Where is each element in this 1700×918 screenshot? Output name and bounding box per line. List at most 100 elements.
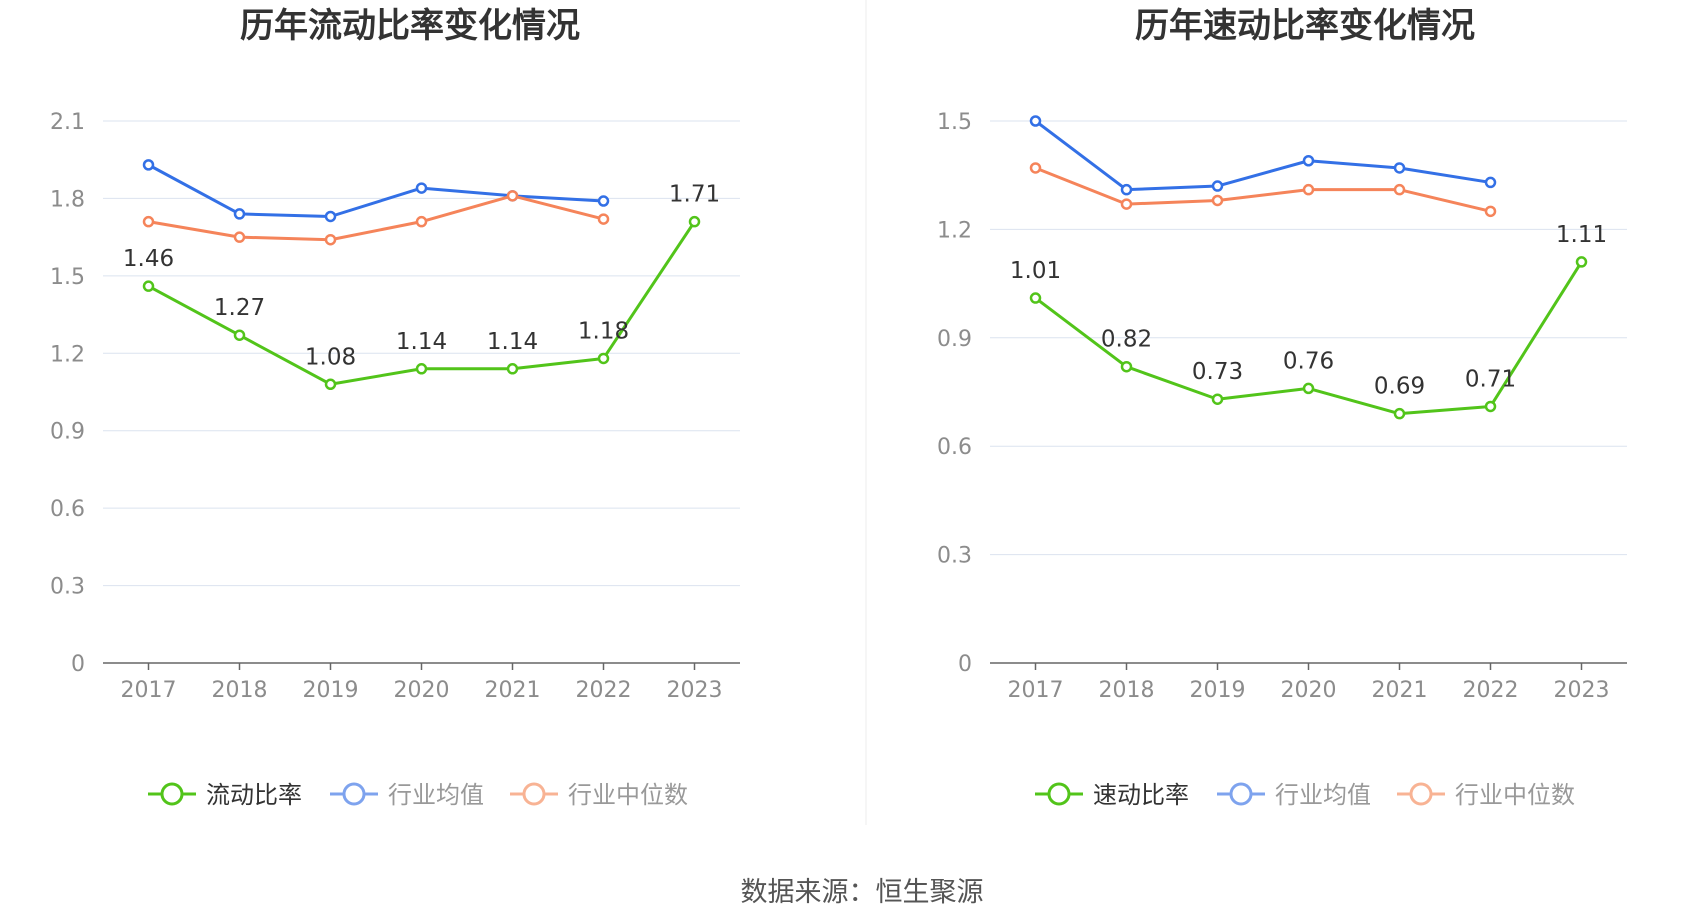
data-point-median[interactable] (415, 215, 428, 228)
y-tick-label: 0.6 (937, 435, 972, 460)
data-point-main[interactable] (1484, 400, 1497, 413)
data-point-avg[interactable] (415, 182, 428, 194)
data-point-avg[interactable] (324, 210, 337, 223)
legend-item-avg[interactable]: 行业均值 (1217, 781, 1371, 809)
x-tick-label: 2023 (1554, 678, 1610, 703)
data-point-main[interactable] (1302, 382, 1315, 395)
x-tick-label: 2019 (1190, 678, 1246, 703)
data-point-main[interactable] (1211, 393, 1224, 405)
series-line-median (1034, 166, 1491, 213)
x-tick-label: 2020 (394, 678, 450, 703)
data-point-main[interactable] (506, 363, 519, 375)
y-tick-label: 1.2 (50, 342, 85, 367)
data-point-main[interactable] (142, 280, 155, 292)
data-point-main[interactable] (1120, 360, 1133, 373)
y-tick-label: 1.2 (937, 218, 972, 243)
data-point-avg[interactable] (142, 159, 155, 171)
legend-marker-icon (1409, 782, 1433, 806)
data-point-median[interactable] (233, 231, 246, 243)
x-tick-label: 2020 (1281, 678, 1337, 703)
data-label: 1.08 (305, 344, 356, 370)
data-point-median[interactable] (506, 190, 519, 202)
data-point-avg[interactable] (1029, 115, 1042, 127)
series-line-avg (1034, 119, 1491, 192)
data-point-avg[interactable] (233, 208, 246, 220)
legend-label: 行业均值 (388, 781, 484, 809)
data-label: 1.14 (396, 329, 447, 355)
y-tick-label: 0.6 (50, 497, 85, 522)
data-point-median[interactable] (1302, 183, 1315, 196)
data-point-median[interactable] (324, 233, 337, 246)
data-label: 1.71 (669, 182, 720, 208)
source-note: 数据来源：恒生聚源 (741, 877, 984, 908)
legend-marker-icon (522, 782, 546, 806)
data-point-main[interactable] (233, 329, 246, 341)
legend-label: 流动比率 (206, 781, 302, 809)
data-point-main[interactable] (1029, 292, 1042, 304)
x-tick-label: 2022 (1463, 678, 1519, 703)
x-tick-label: 2019 (303, 678, 359, 703)
x-tick-label: 2018 (1099, 678, 1155, 703)
y-tick-label: 0.9 (50, 420, 85, 445)
x-tick-label: 2021 (485, 678, 541, 703)
data-point-median[interactable] (1211, 194, 1224, 207)
y-tick-label: 0.3 (937, 544, 972, 569)
series-line-median (148, 194, 604, 242)
data-point-main[interactable] (1575, 256, 1588, 268)
y-tick-label: 0 (71, 652, 85, 677)
data-point-avg[interactable] (1302, 154, 1315, 167)
y-tick-label: 0 (958, 652, 972, 677)
legend-label: 行业中位数 (568, 781, 688, 809)
legend-item-avg[interactable]: 行业均值 (330, 781, 484, 809)
data-point-main[interactable] (324, 378, 337, 391)
legend-label: 行业中位数 (1455, 781, 1575, 809)
data-point-median[interactable] (1484, 205, 1497, 218)
x-tick-label: 2018 (212, 678, 268, 703)
legend-label: 行业均值 (1275, 781, 1371, 809)
data-point-median[interactable] (597, 213, 610, 225)
data-point-main[interactable] (597, 352, 610, 365)
x-tick-label: 2017 (1008, 678, 1064, 703)
data-point-avg[interactable] (1393, 162, 1406, 174)
legend-item-median[interactable]: 行业中位数 (1397, 781, 1575, 809)
x-tick-label: 2022 (576, 678, 632, 703)
chart-title: 历年速动比率变化情况 (1135, 6, 1475, 46)
data-point-main[interactable] (415, 363, 428, 375)
y-tick-label: 0.9 (937, 327, 972, 352)
legend-item-main[interactable]: 流动比率 (148, 781, 302, 809)
x-tick-label: 2023 (667, 678, 723, 703)
data-point-avg[interactable] (597, 195, 610, 207)
data-point-median[interactable] (1029, 162, 1042, 174)
x-tick-label: 2017 (121, 678, 177, 703)
data-point-median[interactable] (1120, 198, 1133, 210)
current-ratio-chart: 历年流动比率变化情况 0 0.3 0.6 0.9 1.2 1.5 1.8 2.1 2017 201… (50, 6, 740, 809)
data-point-avg[interactable] (1484, 176, 1497, 189)
data-label: 1.18 (578, 318, 629, 344)
data-point-median[interactable] (142, 215, 155, 228)
y-tick-label: 1.5 (50, 265, 85, 290)
x-tick-label: 2021 (1372, 678, 1428, 703)
quick-ratio-chart: 历年速动比率变化情况 0 0.3 0.6 0.9 1.2 1.5 2017 2018 2019 2… (937, 6, 1627, 809)
data-point-avg[interactable] (1211, 180, 1224, 192)
legend-marker-icon (160, 782, 184, 806)
legend-marker-icon (1047, 782, 1071, 806)
y-tick-label: 1.8 (50, 187, 85, 212)
data-label: 0.73 (1192, 359, 1243, 385)
legend-marker-icon (1229, 782, 1253, 806)
data-label: 1.11 (1556, 222, 1607, 248)
data-label: 0.69 (1374, 374, 1425, 400)
data-label: 1.01 (1010, 258, 1061, 284)
legend-item-median[interactable]: 行业中位数 (510, 781, 688, 809)
data-label: 1.14 (487, 329, 538, 355)
data-point-median[interactable] (1393, 183, 1406, 196)
data-point-main[interactable] (688, 215, 701, 228)
legend-item-main[interactable]: 速动比率 (1035, 781, 1189, 809)
data-point-avg[interactable] (1120, 183, 1133, 196)
y-tick-label: 0.3 (50, 575, 85, 600)
data-point-main[interactable] (1393, 407, 1406, 420)
series-line-avg (147, 163, 604, 218)
data-label: 1.46 (123, 246, 174, 272)
chart-title: 历年流动比率变化情况 (240, 6, 580, 46)
